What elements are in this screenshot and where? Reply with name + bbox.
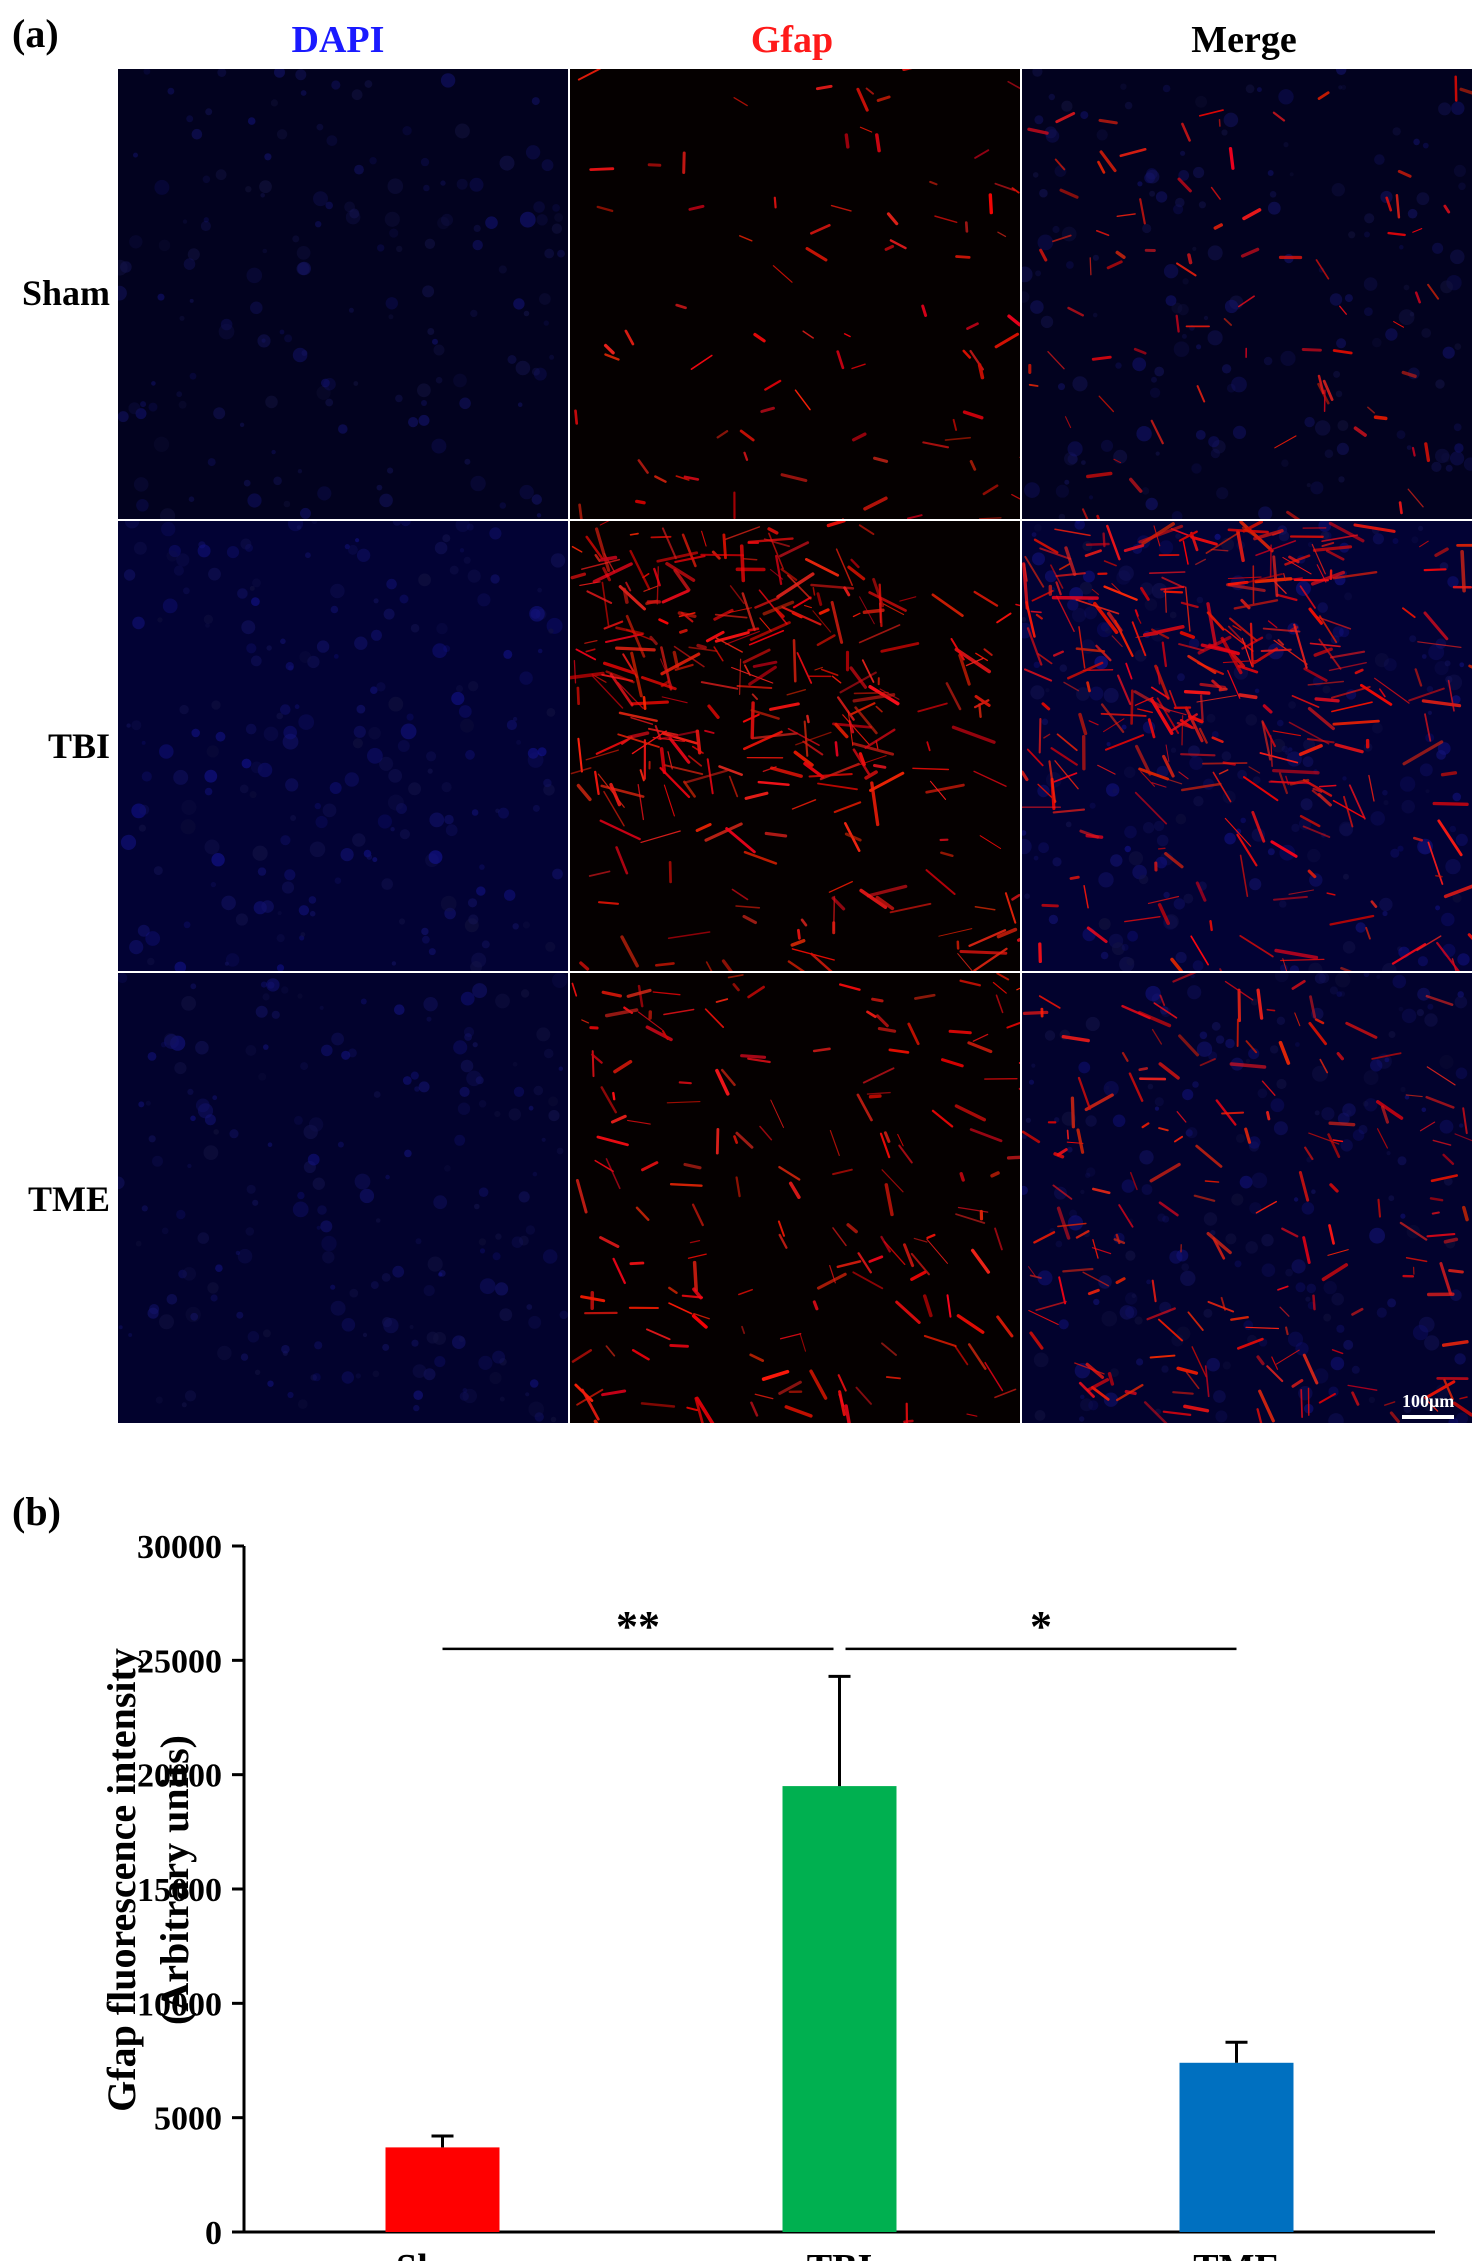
significance-label: ** xyxy=(616,1602,660,1651)
panel-b-label: (b) xyxy=(12,1489,61,1534)
column-header-dapi: DAPI xyxy=(291,19,385,61)
y-tick-label: 5000 xyxy=(154,2101,222,2138)
y-tick-label: 15000 xyxy=(137,1872,222,1909)
x-tick-label-sham: Sham xyxy=(396,2247,489,2261)
y-axis-label-line1: Gfap fluorescence intensity xyxy=(99,1648,144,2112)
bar-sham xyxy=(385,2147,500,2232)
micrograph-sham-merge xyxy=(1022,69,1472,519)
y-tick-label: 25000 xyxy=(137,1643,222,1680)
x-tick-label-tbi: TBI xyxy=(807,2247,872,2261)
micrograph-tbi-merge xyxy=(1022,521,1472,971)
x-tick-label-tme: TME xyxy=(1193,2247,1280,2261)
y-axis-label-line2: (Arbitrary units) xyxy=(152,1735,197,2025)
bar-tbi xyxy=(782,1786,897,2232)
scale-bar-line xyxy=(1402,1415,1454,1419)
y-tick-label: 0 xyxy=(205,2215,222,2252)
column-header-gfap: Gfap xyxy=(750,19,834,61)
micrograph-sham-gfap xyxy=(570,69,1020,519)
bar-tme xyxy=(1179,2062,1294,2232)
micrograph-tme-merge xyxy=(1022,973,1472,1423)
y-tick-label: 30000 xyxy=(137,1529,222,1566)
column-header-merge: Merge xyxy=(1191,19,1297,61)
panel-a-label: (a) xyxy=(12,11,59,56)
row-label-tme: TME xyxy=(27,1179,110,1219)
y-tick-label: 20000 xyxy=(137,1758,222,1795)
micrograph-tbi-dapi xyxy=(118,521,568,971)
micrograph-sham-dapi xyxy=(118,69,568,519)
micrograph-tme-gfap xyxy=(570,973,1020,1423)
scale-bar-label: 100μm xyxy=(1402,1391,1455,1411)
y-tick-label: 10000 xyxy=(137,1986,222,2023)
micrograph-tbi-gfap xyxy=(570,521,1020,971)
row-label-tbi: TBI xyxy=(47,726,110,766)
micrograph-tme-dapi xyxy=(118,973,568,1423)
bar-chart: 0 5000 10000 15000 20000 25000 30000 Sham TBI TM… xyxy=(99,1529,1435,2261)
row-label-sham: Sham xyxy=(21,273,110,313)
significance-label: * xyxy=(1030,1602,1052,1651)
